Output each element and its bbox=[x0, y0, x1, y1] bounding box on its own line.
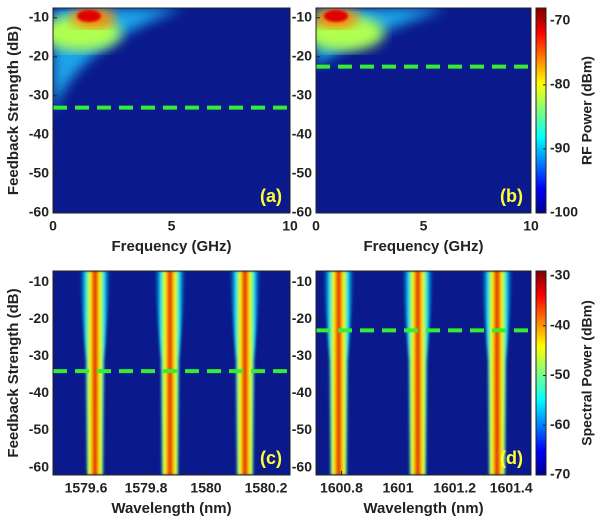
x-tick-label: 5 bbox=[168, 218, 176, 234]
colorbar-tick-label: -70 bbox=[550, 466, 570, 482]
x-tick-label: 0 bbox=[312, 218, 320, 234]
x-tick-label: 10 bbox=[523, 218, 539, 234]
y-tick-label: -20 bbox=[292, 310, 312, 326]
x-tick-label: 1601 bbox=[382, 480, 413, 496]
rf-region bbox=[77, 10, 101, 22]
x-axis-label: Wavelength (nm) bbox=[363, 500, 483, 517]
colorbar-tick-label: -40 bbox=[550, 316, 570, 332]
heatmap bbox=[316, 271, 531, 475]
y-axis-label: Feedback Strength (dB) bbox=[5, 26, 22, 195]
y-tick-label: -10 bbox=[292, 8, 312, 24]
y-tick-label: -60 bbox=[292, 458, 312, 474]
x-tick-label: 1579.8 bbox=[125, 480, 168, 496]
colorbar-tick-label: -100 bbox=[550, 204, 578, 220]
panel-label: (b) bbox=[500, 186, 523, 206]
y-tick-label: -40 bbox=[29, 126, 49, 142]
x-axis-label: Frequency (GHz) bbox=[363, 238, 483, 255]
y-tick-label: -50 bbox=[29, 165, 49, 181]
plot-frame bbox=[52, 270, 291, 476]
spectral-streak bbox=[322, 271, 355, 475]
rf-region bbox=[324, 10, 348, 22]
y-tick-label: -60 bbox=[29, 204, 49, 220]
colorbar bbox=[535, 7, 547, 214]
colorbar-label: Spectral Power (dBm) bbox=[579, 300, 595, 445]
y-tick-label: -10 bbox=[29, 273, 49, 289]
heatmap bbox=[53, 8, 290, 213]
x-tick-label: 0 bbox=[49, 218, 57, 234]
spectral-streak bbox=[79, 271, 111, 475]
y-tick-label: -10 bbox=[29, 8, 49, 24]
colorbar-tick-label: -30 bbox=[550, 267, 570, 283]
x-tick-label: 1580.2 bbox=[245, 480, 288, 496]
y-tick-label: -60 bbox=[292, 204, 312, 220]
x-tick-label: 1580 bbox=[190, 480, 221, 496]
y-tick-label: -20 bbox=[292, 48, 312, 64]
y-tick-label: -30 bbox=[29, 87, 49, 103]
plot-frame bbox=[315, 270, 532, 476]
y-tick-label: -20 bbox=[29, 48, 49, 64]
x-tick-label: 5 bbox=[420, 218, 428, 234]
spectral-streak bbox=[481, 271, 514, 475]
colorbar-tick-label: -80 bbox=[550, 76, 570, 92]
y-tick-label: -30 bbox=[292, 87, 312, 103]
y-tick-label: -10 bbox=[292, 273, 312, 289]
x-tick-label: 1600.8 bbox=[320, 480, 363, 496]
x-tick-label: 1579.6 bbox=[65, 480, 108, 496]
colorbar-tick-label: -90 bbox=[550, 140, 570, 156]
y-tick-label: -50 bbox=[29, 421, 49, 437]
colorbar-tick-label: -60 bbox=[550, 416, 570, 432]
spectral-streak bbox=[229, 271, 261, 475]
heatmap bbox=[53, 271, 290, 475]
panel-label: (a) bbox=[260, 186, 282, 206]
y-tick-label: -50 bbox=[292, 421, 312, 437]
panel-label: (c) bbox=[260, 448, 282, 468]
y-tick-label: -30 bbox=[29, 347, 49, 363]
x-tick-label: 1601.2 bbox=[433, 480, 476, 496]
x-tick-label: 10 bbox=[282, 218, 298, 234]
x-axis-label: Wavelength (nm) bbox=[111, 500, 231, 517]
y-axis-label: Feedback Strength (dB) bbox=[5, 288, 22, 457]
spectral-streak bbox=[401, 271, 434, 475]
colorbar-tick-label: -70 bbox=[550, 12, 570, 28]
y-tick-label: -60 bbox=[29, 458, 49, 474]
y-tick-label: -50 bbox=[292, 165, 312, 181]
colorbar bbox=[535, 270, 547, 476]
y-tick-label: -30 bbox=[292, 347, 312, 363]
panel-label: (d) bbox=[500, 448, 523, 468]
y-tick-label: -40 bbox=[292, 384, 312, 400]
heatmap bbox=[316, 8, 531, 213]
y-tick-label: -40 bbox=[29, 384, 49, 400]
x-tick-label: 1601.4 bbox=[490, 480, 533, 496]
colorbar-tick-label: -50 bbox=[550, 366, 570, 382]
x-axis-label: Frequency (GHz) bbox=[111, 238, 231, 255]
y-tick-label: -40 bbox=[292, 126, 312, 142]
colorbar-label: RF Power (dBm) bbox=[579, 56, 595, 165]
y-tick-label: -20 bbox=[29, 310, 49, 326]
